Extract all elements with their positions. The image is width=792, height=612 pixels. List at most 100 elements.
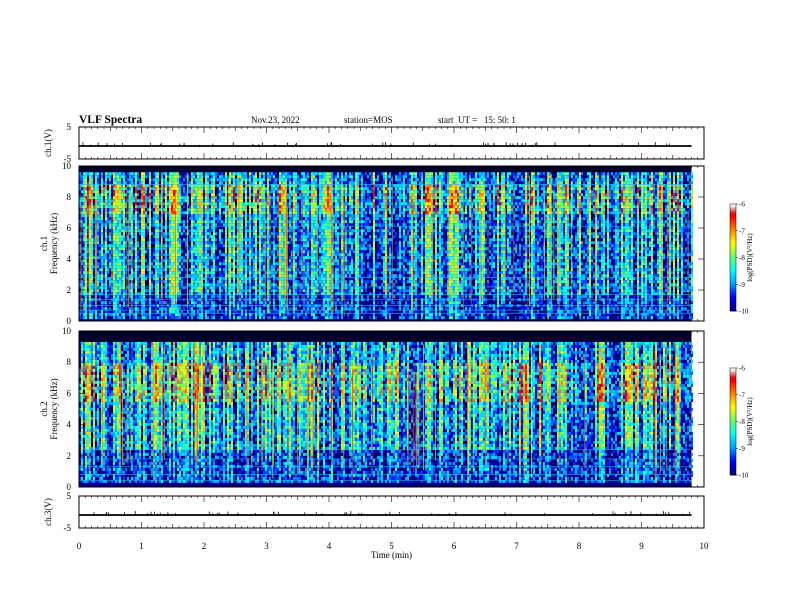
ch1-spectrogram-cell bbox=[205, 238, 207, 242]
ch1-spectrogram-cell bbox=[155, 262, 157, 266]
ch1-spectrogram-cell bbox=[197, 298, 199, 302]
ch1-spectrogram-cell bbox=[81, 316, 83, 320]
ch1-spectrogram-cell bbox=[143, 256, 145, 260]
ch1-spectrogram-cell bbox=[171, 232, 173, 236]
ch1-spectrogram-cell bbox=[245, 280, 247, 284]
ch1-spectrogram-cell bbox=[307, 286, 309, 290]
ch1-spectrogram-cell bbox=[169, 172, 171, 176]
ch1-spectrogram-cell bbox=[211, 190, 213, 194]
ch1-spectrogram-cell bbox=[183, 313, 185, 317]
ch1-spectrogram-cell bbox=[79, 301, 81, 305]
ch1-spectrogram-cell bbox=[317, 289, 319, 293]
ch1-spectrogram-cell bbox=[309, 265, 311, 269]
ch1-spectrogram-cell bbox=[163, 268, 165, 272]
ch1-spectrogram-cell bbox=[85, 217, 87, 221]
ch1-spectrogram-cell bbox=[295, 250, 297, 254]
ch1-spectrogram-cell bbox=[101, 253, 103, 257]
ch1-spectrogram-cell bbox=[155, 208, 157, 212]
ch1-spectrogram-cell bbox=[229, 199, 231, 203]
ch1-spectrogram-cell bbox=[141, 292, 143, 296]
ch1-spectrogram-cell bbox=[293, 217, 295, 221]
ch1-spectrogram-cell bbox=[237, 259, 239, 263]
ch1-spectrogram-cell bbox=[185, 220, 187, 224]
ch1-spectrogram-cell bbox=[211, 184, 213, 188]
ch1-spectrogram-cell bbox=[229, 205, 231, 209]
ch1-spectrogram-cell bbox=[281, 250, 283, 254]
ch1-spectrogram-cell bbox=[293, 262, 295, 266]
ch1-spectrogram-cell bbox=[313, 277, 315, 281]
ch1-spectrogram-cell bbox=[163, 181, 165, 185]
ch1-spectrogram-cell bbox=[91, 211, 93, 215]
ch1-spectrogram-cell bbox=[233, 241, 235, 245]
ch1-spectrogram-cell bbox=[233, 280, 235, 284]
ch1-spectrogram-cell bbox=[301, 187, 303, 191]
ch1-spectrogram-cell bbox=[113, 187, 115, 191]
ch1-spectrogram-cell bbox=[259, 259, 261, 263]
ch1-spectrogram-cell bbox=[183, 184, 185, 188]
ch1-spectrogram-cell bbox=[95, 256, 97, 260]
ch1-spectrogram-cell bbox=[279, 238, 281, 242]
ch1-spectrogram-cell bbox=[141, 250, 143, 254]
ch1-spectrogram-cell bbox=[129, 292, 131, 296]
ch1-spectrogram-cell bbox=[183, 223, 185, 227]
ch1-spectrogram-cell bbox=[115, 223, 117, 227]
ch1-spectrogram-cell bbox=[119, 235, 121, 239]
ch1-spectrogram-cell bbox=[299, 286, 301, 290]
ch1-spectrogram-cell bbox=[245, 187, 247, 191]
ch1-spectrogram-cell bbox=[139, 253, 141, 257]
ch1-spectrogram-cell bbox=[141, 217, 143, 221]
ch1-spectrogram-cell bbox=[239, 190, 241, 194]
ch1-spectrogram-cell bbox=[213, 235, 215, 239]
ch1-spectrogram-cell bbox=[263, 277, 265, 281]
ch1-spectrogram-cell bbox=[139, 247, 141, 251]
ch1-spectrogram-cell bbox=[279, 274, 281, 278]
ch1-spectrogram-cell bbox=[171, 301, 173, 305]
ch1-spectrogram-cell bbox=[151, 193, 153, 197]
ch1-spectrogram-cell bbox=[221, 241, 223, 245]
ch1-spectrogram-cell bbox=[267, 193, 269, 197]
ch1-spectrogram-cell bbox=[157, 265, 159, 269]
ch1-spectrogram-cell bbox=[197, 301, 199, 305]
ch1-spectrogram-cell bbox=[307, 247, 309, 251]
ch1-spectrogram-cell bbox=[271, 241, 273, 245]
ch1-spectrogram-cell bbox=[85, 247, 87, 251]
ch1-spectrogram-cell bbox=[305, 208, 307, 212]
ch1-spectrogram-cell bbox=[291, 262, 293, 266]
ch1-spectrogram-cell bbox=[149, 244, 151, 248]
ch1-spectrogram-cell bbox=[205, 262, 207, 266]
ch1-spectrogram-cell bbox=[243, 238, 245, 242]
ch1-spectrogram-cell bbox=[221, 175, 223, 179]
ch1-spectrogram-cell bbox=[157, 229, 159, 233]
ch1-spectrogram-cell bbox=[117, 187, 119, 191]
ch1-spectrogram-cell bbox=[115, 229, 117, 233]
ch1-spectrogram-cell bbox=[109, 181, 111, 185]
ch1-spectrogram-cell bbox=[173, 271, 175, 275]
ch1-spectrogram-cell bbox=[303, 184, 305, 188]
ch1-spectrogram-cell bbox=[209, 241, 211, 245]
ch1-spectrogram-cell bbox=[199, 274, 201, 278]
ch1-spectrogram-cell bbox=[253, 220, 255, 224]
ch1-spectrogram-cell bbox=[127, 259, 129, 263]
ch1-spectrogram-cell bbox=[313, 220, 315, 224]
ch1-spectrogram-cell bbox=[249, 178, 251, 182]
ch1-spectrogram-cell bbox=[185, 187, 187, 191]
ch1-spectrogram-cell bbox=[291, 268, 293, 272]
ch1-spectrogram-cell bbox=[83, 196, 85, 200]
ch1-spectrogram-cell bbox=[253, 250, 255, 254]
ch1-spectrogram-cell bbox=[79, 223, 81, 227]
ch1-spectrogram-cell bbox=[309, 199, 311, 203]
ch1-spectrogram-cell bbox=[217, 187, 219, 191]
ch1-spectrogram-cell bbox=[137, 244, 139, 248]
ch1-spectrogram-cell bbox=[103, 205, 105, 209]
ch1-spectrogram-cell bbox=[85, 250, 87, 254]
ch1-spectrogram-cell bbox=[297, 244, 299, 248]
ch1-spectrogram-cell bbox=[221, 253, 223, 257]
ch1-spectrogram-cell bbox=[113, 232, 115, 236]
ch1-spectrogram-cell bbox=[171, 202, 173, 206]
ch1-spectrogram-cell bbox=[121, 313, 123, 317]
ch1-spectrogram-cell bbox=[141, 256, 143, 260]
ch1-spectrogram-cell bbox=[285, 301, 287, 305]
ch1-spectrogram-cell bbox=[117, 316, 119, 320]
ch1-spectrogram-cell bbox=[91, 202, 93, 206]
ch1-spectrogram-cell bbox=[89, 190, 91, 194]
